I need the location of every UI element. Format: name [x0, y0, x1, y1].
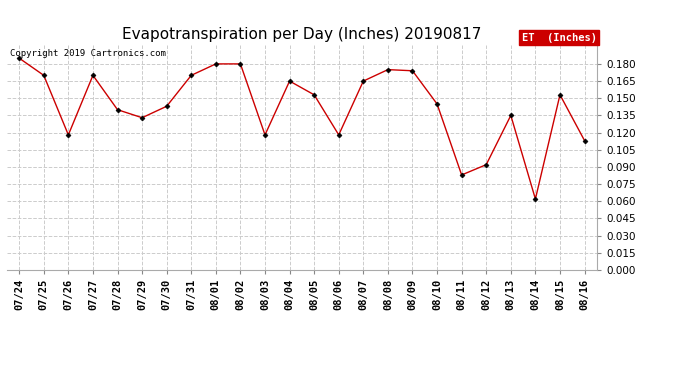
- Text: Copyright 2019 Cartronics.com: Copyright 2019 Cartronics.com: [10, 50, 166, 58]
- Text: ET  (Inches): ET (Inches): [522, 33, 597, 43]
- Title: Evapotranspiration per Day (Inches) 20190817: Evapotranspiration per Day (Inches) 2019…: [122, 27, 482, 42]
